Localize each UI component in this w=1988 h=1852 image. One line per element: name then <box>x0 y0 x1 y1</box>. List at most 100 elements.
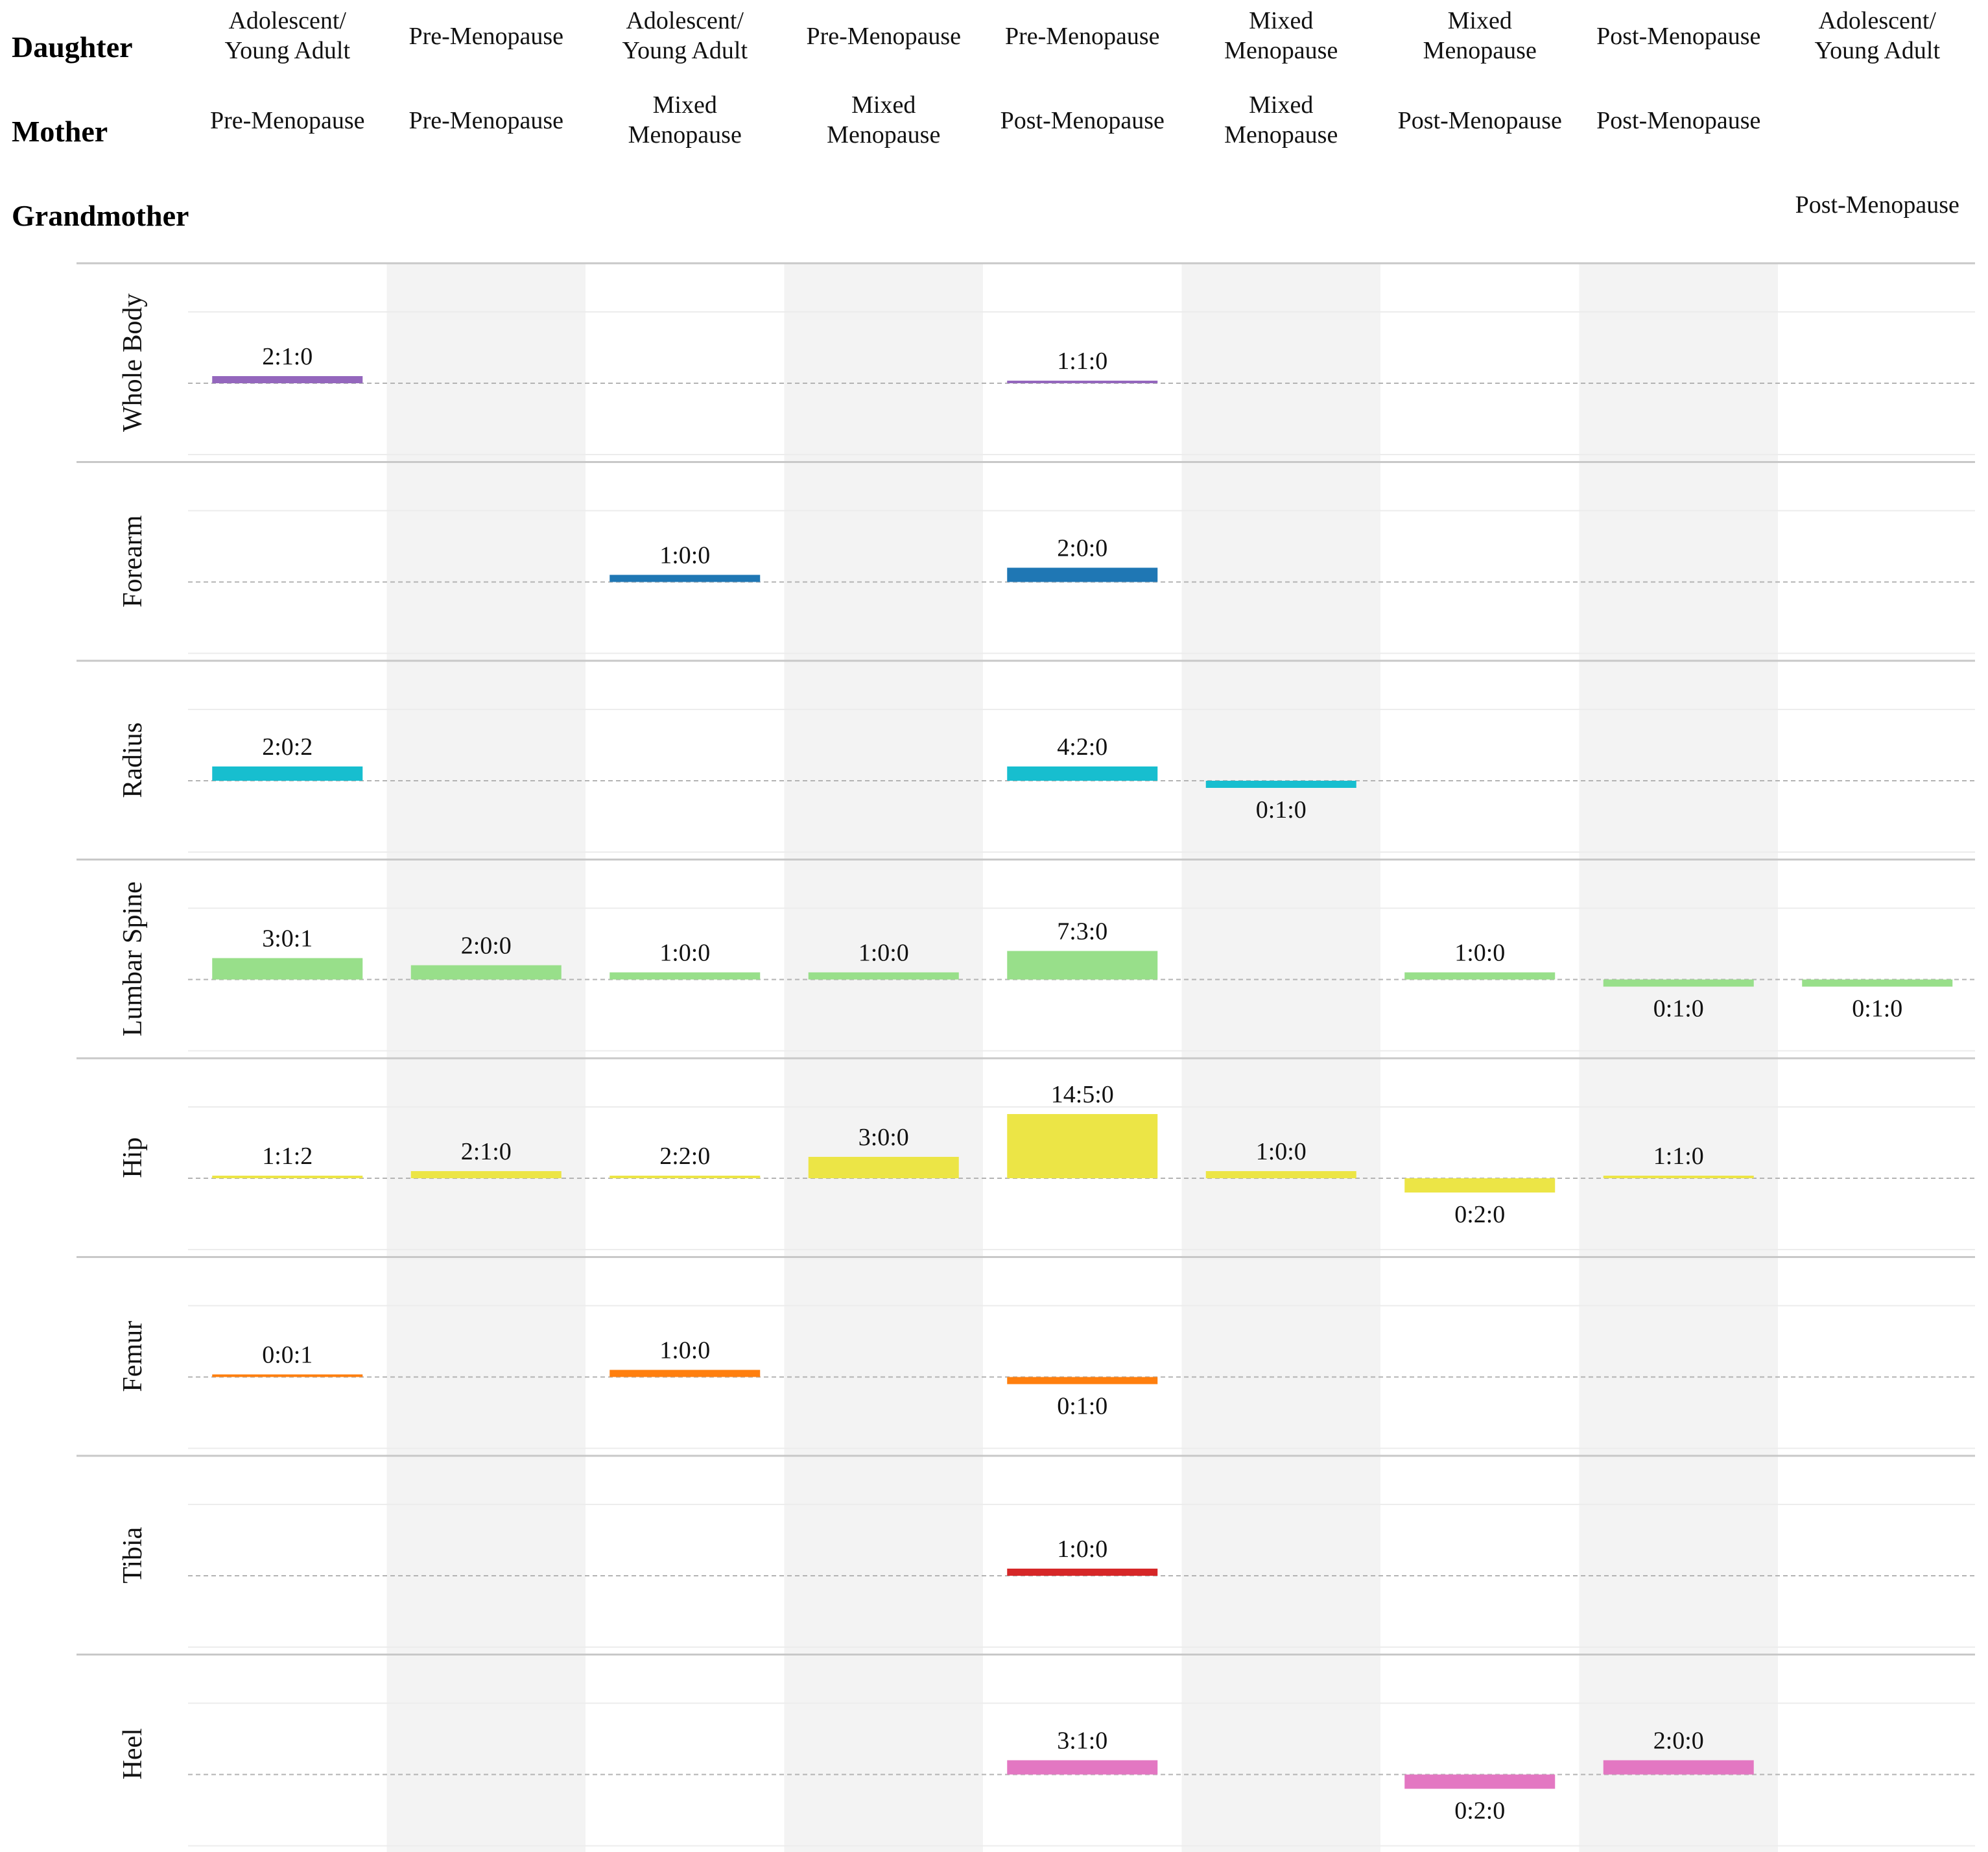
panel-heel: Heel 3:1:0 0:2:0 2:0:0 <box>77 1654 1975 1847</box>
data-label: 2:2:0 <box>659 1143 710 1170</box>
bar <box>1205 1171 1356 1178</box>
bar <box>212 376 363 383</box>
data-label: 2:0:0 <box>1057 535 1107 562</box>
measure-label: Femur <box>118 1321 148 1392</box>
bar <box>1007 766 1158 781</box>
header-row-label: Daughter <box>12 30 133 64</box>
measure-label: Hip <box>118 1137 148 1178</box>
panel-forearm: Forearm 1:0:0 2:0:0 <box>77 461 1975 654</box>
column-header-daughter: Young Adult <box>1814 37 1940 64</box>
panel-radius: Radius 2:0:2 4:2:0 0:1:0 <box>77 659 1975 853</box>
data-label: 1:0:0 <box>659 542 710 569</box>
bar <box>808 1157 959 1178</box>
bar <box>609 972 761 980</box>
data-label: 1:0:0 <box>659 1337 710 1364</box>
column-header-daughter: Menopause <box>1423 37 1537 64</box>
bar <box>212 1176 363 1178</box>
data-label: 14:5:0 <box>1051 1081 1114 1108</box>
bar <box>212 766 363 781</box>
bar <box>1007 567 1158 582</box>
data-label: 0:1:0 <box>1852 995 1902 1023</box>
bar <box>1404 972 1556 980</box>
data-label: 1:1:0 <box>1653 1143 1704 1170</box>
panel-femur: Femur 0:0:1 1:0:0 0:1:0 <box>77 1256 1975 1449</box>
bar <box>1603 1176 1754 1178</box>
data-label: 1:1:2 <box>262 1143 313 1170</box>
data-label: 0:0:1 <box>262 1342 313 1369</box>
measure-label: Whole Body <box>118 294 148 432</box>
bar <box>1007 1377 1158 1384</box>
column-header-mother: Pre-Menopause <box>210 107 364 134</box>
measure-label: Tibia <box>118 1526 148 1584</box>
data-label: 2:0:0 <box>461 932 512 960</box>
column-header-mother: Mixed <box>1249 91 1313 119</box>
bar <box>1007 1569 1158 1576</box>
header-row-label: Grandmother <box>12 199 189 232</box>
panel-lumbar-spine: Lumbar Spine 3:0:1 2:0:0 1:0:0 1:0:0 7:3:0 1:0… <box>77 859 1975 1052</box>
bar <box>410 965 562 980</box>
measure-label: Heel <box>118 1728 148 1779</box>
data-label: 2:0:2 <box>262 733 313 761</box>
column-header-mother: Menopause <box>1224 121 1338 148</box>
column-header-mother: Mixed <box>653 91 717 119</box>
data-label: 1:0:0 <box>1057 1536 1107 1563</box>
data-label: 3:0:0 <box>858 1124 909 1151</box>
column-header-mother: Post-Menopause <box>1398 107 1562 134</box>
bar <box>808 972 959 980</box>
data-label: 1:0:0 <box>1454 940 1505 967</box>
data-label: 0:1:0 <box>1653 995 1704 1023</box>
bar <box>1802 979 1953 987</box>
data-label: 1:0:0 <box>1256 1138 1307 1165</box>
column-header: Daughter Mother Grandmother Adolescent/Youn… <box>12 7 1959 232</box>
data-label: 1:0:0 <box>858 940 909 967</box>
data-label: 1:1:0 <box>1057 348 1107 375</box>
bar <box>1205 781 1356 788</box>
column-header-daughter: Adolescent/ <box>228 7 346 34</box>
data-label: 0:2:0 <box>1454 1201 1505 1228</box>
bar <box>609 1176 761 1178</box>
data-label: 2:1:0 <box>461 1138 512 1165</box>
bar <box>1007 381 1158 383</box>
column-header-mother: Post-Menopause <box>1000 107 1165 134</box>
column-header-mother: Pre-Menopause <box>409 107 563 134</box>
bar <box>1007 951 1158 980</box>
data-label: 0:1:0 <box>1256 796 1307 824</box>
column-header-daughter: Mixed <box>1448 7 1512 34</box>
data-label: 2:0:0 <box>1653 1727 1704 1755</box>
data-label: 4:2:0 <box>1057 733 1107 761</box>
measure-label: Radius <box>118 722 148 798</box>
column-header-daughter: Post-Menopause <box>1596 23 1760 50</box>
measure-label: Lumbar Spine <box>118 881 148 1036</box>
panel-hip: Hip 1:1:2 2:1:0 2:2:0 3:0:0 14:5:0 1:0:0 0:2:0 1… <box>77 1057 1975 1250</box>
bar <box>410 1171 562 1178</box>
column-header-daughter: Menopause <box>1224 37 1338 64</box>
measure-label: Forearm <box>118 515 148 608</box>
bar <box>212 958 363 980</box>
column-header-daughter: Adolescent/ <box>626 7 744 34</box>
data-label: 0:1:0 <box>1057 1393 1107 1420</box>
bar <box>1007 1760 1158 1775</box>
data-label: 7:3:0 <box>1057 918 1107 945</box>
column-header-daughter: Young Adult <box>622 37 748 64</box>
column-header-daughter: Pre-Menopause <box>1005 23 1159 50</box>
data-label: 2:1:0 <box>262 343 313 370</box>
bar <box>609 1370 761 1377</box>
bar <box>1404 1178 1556 1193</box>
column-header-mother: Post-Menopause <box>1596 107 1760 134</box>
bar <box>609 575 761 582</box>
bar <box>1603 979 1754 987</box>
column-header-daughter: Young Adult <box>224 37 350 64</box>
column-header-daughter: Mixed <box>1249 7 1313 34</box>
column-header-daughter: Pre-Menopause <box>807 23 961 50</box>
panel-tibia: Tibia 1:0:0 <box>77 1454 1975 1648</box>
data-label: 0:2:0 <box>1454 1798 1505 1825</box>
bar <box>1603 1760 1754 1775</box>
column-header-mother: Mixed <box>851 91 916 119</box>
header-row-label: Mother <box>12 115 108 148</box>
bar <box>1404 1774 1556 1789</box>
data-label: 1:0:0 <box>659 940 710 967</box>
data-label: 3:0:1 <box>262 925 313 953</box>
column-header-daughter: Pre-Menopause <box>409 23 563 50</box>
bar <box>1007 1114 1158 1178</box>
